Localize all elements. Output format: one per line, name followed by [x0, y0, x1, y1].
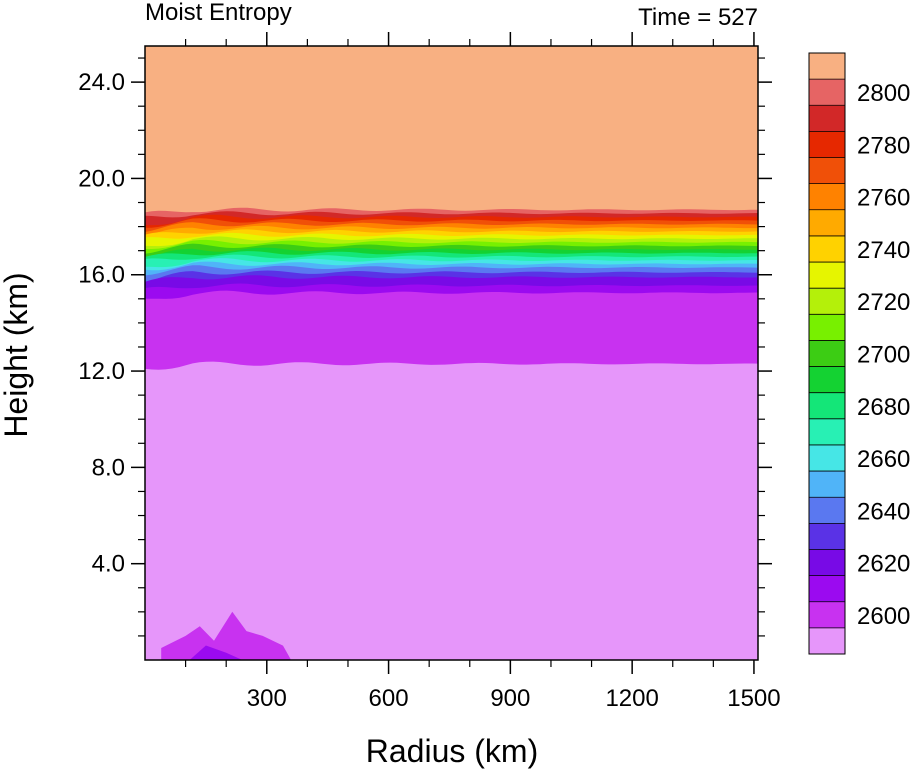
x-axis-label: Radius (km)	[366, 733, 538, 769]
contour-field	[145, 46, 758, 660]
colorbar-swatch	[809, 157, 845, 184]
colorbar-label: 2740	[857, 237, 910, 264]
x-tick-label: 1500	[727, 685, 780, 712]
colorbar-label: 2720	[857, 289, 910, 316]
colorbar-swatch	[809, 444, 845, 472]
chart-time-label: Time = 527	[638, 4, 758, 31]
colorbar-frame	[808, 52, 846, 655]
colorbar-swatch	[809, 235, 845, 263]
surface-contour-core	[189, 645, 243, 660]
x-axis: 300 600 900 1200 1500	[184, 32, 781, 712]
colorbar-swatch	[809, 79, 845, 106]
x-tick-label: 1200	[605, 685, 658, 712]
colorbar-swatch	[809, 418, 845, 446]
colorbar-label: 2760	[857, 185, 910, 212]
y-axis: 4.0 8.0 12.0 16.0 20.0 24.0	[78, 57, 772, 637]
colorbar: 2600 2620 2640 2660 2680 2700 2720 2740 2760 2780…	[808, 52, 910, 655]
colorbar-swatch	[809, 183, 845, 211]
x-tick-label: 600	[369, 685, 409, 712]
colorbar-swatch	[809, 601, 845, 629]
colorbar-swatch	[809, 131, 845, 158]
y-tick-label: 8.0	[92, 454, 125, 481]
colorbar-swatch	[809, 392, 845, 420]
colorbar-label: 2660	[857, 446, 910, 473]
colorbar-swatch	[809, 53, 845, 80]
colorbar-swatch	[809, 471, 845, 498]
y-tick-label: 20.0	[78, 165, 125, 192]
y-tick-label: 4.0	[92, 551, 125, 578]
surface-contour-band	[161, 611, 292, 660]
colorbar-swatch	[809, 366, 845, 393]
y-axis-label: Height (km)	[0, 272, 34, 437]
plot-frame	[144, 45, 759, 661]
colorbar-label: 2680	[857, 394, 910, 421]
colorbar-swatch	[809, 105, 845, 132]
y-tick-label: 12.0	[78, 358, 125, 385]
chart-title: Moist Entropy	[145, 0, 292, 26]
contour-band	[145, 361, 758, 660]
colorbar-label: 2620	[857, 551, 910, 578]
colorbar-label: 2800	[857, 80, 910, 107]
y-tick-label: 16.0	[78, 262, 125, 289]
colorbar-label: 2640	[857, 498, 910, 525]
colorbar-swatch	[809, 523, 845, 550]
colorbar-swatch	[809, 288, 845, 315]
x-tick-label: 300	[247, 685, 287, 712]
colorbar-label: 2600	[857, 603, 910, 630]
colorbar-label: 2700	[857, 342, 910, 369]
colorbar-swatch	[809, 209, 845, 237]
colorbar-swatch	[809, 627, 845, 655]
colorbar-swatch	[809, 549, 845, 576]
colorbar-swatch	[809, 262, 845, 289]
colorbar-swatch	[809, 314, 845, 341]
x-tick-label: 900	[490, 685, 530, 712]
colorbar-swatch	[809, 340, 845, 367]
colorbar-label: 2780	[857, 132, 910, 159]
colorbar-swatch	[809, 575, 845, 603]
colorbar-swatch	[809, 497, 845, 524]
y-tick-label: 24.0	[78, 69, 125, 96]
